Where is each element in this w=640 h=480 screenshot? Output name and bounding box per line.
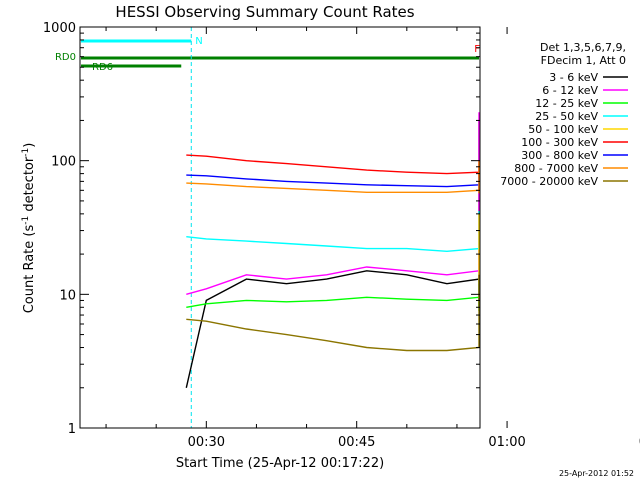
- flag-label-rd0: RD0: [55, 52, 76, 63]
- series-line-3-6-kev: [185, 120, 480, 388]
- legend-header-1: FDecim 1, Att 0: [541, 54, 626, 67]
- y-tick-label-1000: 1000: [43, 21, 76, 36]
- flag-label-rd6: RD6: [92, 62, 113, 73]
- legend-label-12-25-kev: 12 - 25 keV: [535, 97, 598, 110]
- x-tick-label-30: 00:30: [188, 435, 225, 450]
- series-line-7000-20000-kev: [186, 274, 480, 352]
- series-line-100-300-kev: [186, 154, 480, 177]
- chart-title: HESSI Observing Summary Count Rates: [115, 3, 414, 21]
- y-tick-label-1: 1: [68, 422, 76, 437]
- legend-label-6-12-kev: 6 - 12 keV: [542, 84, 598, 97]
- flag-label-n: N: [195, 36, 202, 47]
- x-tick-label-60: 01:00: [488, 435, 525, 450]
- series-line-6-12-kev: [186, 112, 480, 301]
- y-axis-label: Count Rate (s-1 detector-1): [21, 143, 37, 314]
- series-line-12-25-kev: [186, 279, 480, 311]
- y-tick-label-100: 100: [51, 155, 76, 170]
- flags-layer: N F RD0 RD6: [55, 36, 480, 73]
- legend-label-800-7000-kev: 800 - 7000 keV: [514, 162, 598, 175]
- legend-label-300-800-kev: 300 - 800 keV: [521, 149, 598, 162]
- series-line-800-7000-kev: [186, 160, 480, 194]
- footer-timestamp: 25-Apr-2012 01:52: [559, 469, 634, 478]
- x-axis-label: Start Time (25-Apr-12 00:17:22): [176, 456, 384, 471]
- series-line-25-50-kev: [186, 211, 480, 253]
- legend-label-50-100-kev: 50 - 100 keV: [528, 123, 598, 136]
- legend-header-0: Det 1,3,5,6,7,9,: [540, 41, 626, 54]
- flag-label-f: F: [474, 44, 480, 55]
- legend-label-7000-20000-kev: 7000 - 20000 keV: [500, 175, 598, 188]
- legend-label-25-50-kev: 25 - 50 keV: [535, 110, 598, 123]
- x-tick-label-75: 01:15: [639, 435, 640, 450]
- vertical-markers: [190, 27, 192, 428]
- x-tick-label-45: 00:45: [338, 435, 375, 450]
- series-layer: [185, 112, 480, 388]
- series-line-300-800-kev: [186, 174, 480, 189]
- y-tick-label-10: 10: [59, 288, 76, 303]
- legend-label-100-300-kev: 100 - 300 keV: [521, 136, 598, 149]
- plot-frame: [79, 26, 481, 429]
- legend: Det 1,3,5,6,7,9,FDecim 1, Att 0 3 - 6 keV…: [500, 41, 628, 188]
- y-axis-ticks: 1 10 100 1000: [43, 21, 480, 437]
- legend-label-3-6-kev: 3 - 6 keV: [549, 71, 598, 84]
